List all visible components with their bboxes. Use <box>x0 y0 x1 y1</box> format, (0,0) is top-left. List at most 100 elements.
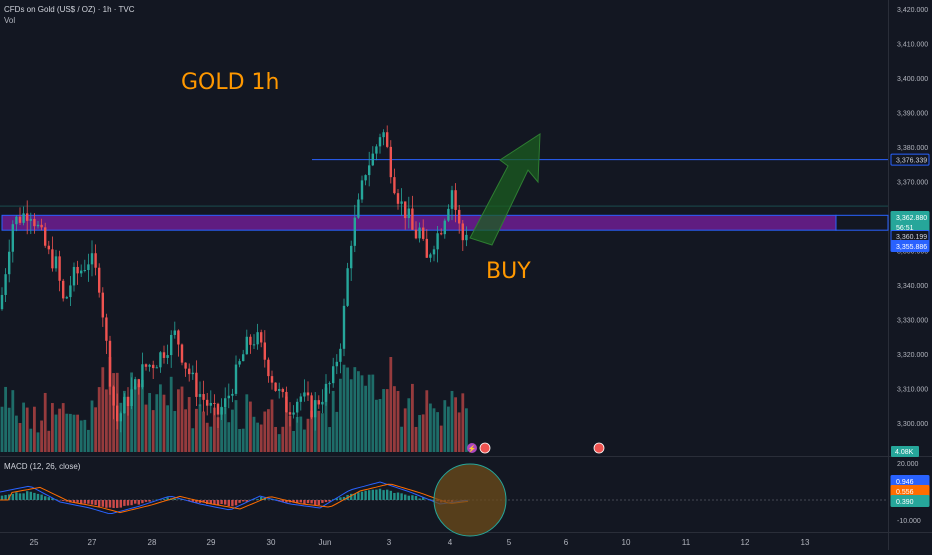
price-tick-label: 3,310.000 <box>897 387 928 394</box>
candle-body <box>69 285 71 297</box>
macd-histogram-bar <box>91 500 93 504</box>
volume-bar <box>116 373 119 452</box>
volume-bar <box>454 397 457 452</box>
candle-body <box>238 361 240 364</box>
volume-bar <box>353 367 356 452</box>
candle-body <box>462 223 464 240</box>
candle-body <box>224 398 226 407</box>
candle-body <box>361 180 363 199</box>
volume-label: Vol <box>4 16 15 25</box>
candle-body <box>372 154 374 166</box>
volume-bar <box>440 426 443 452</box>
candle-body <box>76 267 78 273</box>
macd-histogram-bar <box>19 493 21 500</box>
candle-body <box>426 239 428 258</box>
volume-bar <box>397 391 400 452</box>
candle-body <box>48 246 50 250</box>
candle-body <box>346 268 348 306</box>
candle-body <box>15 217 17 225</box>
candle-body <box>94 253 96 268</box>
macd-histogram-bar <box>325 500 327 502</box>
macd-histogram-bar <box>141 500 143 503</box>
volume-bar <box>242 429 245 452</box>
volume-bar <box>461 393 464 452</box>
volume-bar <box>389 357 392 452</box>
volume-bar <box>447 407 450 452</box>
volume-bar <box>307 419 310 452</box>
volume-bar <box>328 427 331 452</box>
volume-bar <box>386 389 389 452</box>
candle-body <box>386 132 388 147</box>
candle-body <box>328 383 330 384</box>
volume-bar <box>263 412 266 452</box>
candle-body <box>249 337 251 345</box>
macd-histogram-bar <box>231 500 233 506</box>
candle-body <box>271 376 273 383</box>
macd-histogram-bar <box>300 500 302 502</box>
macd-histogram-bar <box>62 500 64 501</box>
volume-bar <box>105 389 108 452</box>
macd-histogram-bar <box>1 496 3 500</box>
chart-title-annotation: GOLD 1h <box>181 70 280 95</box>
volume-bar <box>411 384 414 452</box>
macd-histogram-bar <box>364 491 366 500</box>
candle-body <box>465 235 467 240</box>
volume-bar <box>148 393 151 452</box>
volume-bar <box>159 384 162 452</box>
candle-body <box>400 201 402 203</box>
volume-bar <box>199 404 202 452</box>
candle-body <box>382 132 384 137</box>
macd-histogram-bar <box>4 495 6 500</box>
candle-body <box>66 297 68 298</box>
volume-bar <box>371 375 374 452</box>
macd-histogram-bar <box>220 500 222 504</box>
candle-body <box>296 402 298 413</box>
time-tick-label: 28 <box>148 538 157 547</box>
volume-bar <box>245 394 248 452</box>
candle-body <box>267 360 269 376</box>
candle-body <box>199 394 201 397</box>
macd-histogram-bar <box>256 499 258 500</box>
volume-bar <box>58 409 61 452</box>
candle-body <box>260 332 262 342</box>
volume-bar <box>249 402 252 452</box>
macd-highlight-circle <box>434 464 506 536</box>
volume-bar <box>451 391 454 452</box>
candle-body <box>91 253 93 264</box>
candle-body <box>102 293 104 318</box>
macd-histogram-bar <box>33 493 35 500</box>
macd-histogram-bar <box>163 499 165 500</box>
volume-bar <box>231 410 234 452</box>
candle-body <box>436 233 438 249</box>
macd-histogram-bar <box>372 490 374 500</box>
volume-bar <box>1 407 4 452</box>
macd-histogram-bar <box>109 500 111 508</box>
volume-bar <box>55 415 58 452</box>
macd-label[interactable]: MACD (12, 26, close) <box>4 462 80 471</box>
macd-histogram-bar <box>339 497 341 500</box>
candle-body <box>447 209 449 221</box>
macd-histogram-bar <box>123 500 125 506</box>
volume-bar <box>26 408 29 452</box>
candle-body <box>87 264 89 270</box>
symbol-header[interactable]: CFDs on Gold (US$ / OZ) · 1h · TVC <box>4 5 135 14</box>
macd-histogram-bar <box>15 492 17 500</box>
volume-bar <box>260 425 263 452</box>
macd-histogram-bar <box>321 500 323 503</box>
candle-body <box>51 249 53 268</box>
price-tick-label: 3,410.000 <box>897 42 928 49</box>
volume-bar <box>62 403 65 452</box>
candle-body <box>235 365 237 394</box>
macd-histogram-bar <box>404 495 406 500</box>
volume-bar <box>317 411 320 452</box>
flag-icon <box>594 443 604 453</box>
volume-bar <box>112 373 115 452</box>
candle-body <box>163 352 165 358</box>
volume-bar <box>281 427 284 452</box>
volume-bar <box>335 412 338 452</box>
candle-body <box>339 349 341 362</box>
macd-histogram-bar <box>368 490 370 500</box>
macd-histogram-bar <box>393 493 395 500</box>
